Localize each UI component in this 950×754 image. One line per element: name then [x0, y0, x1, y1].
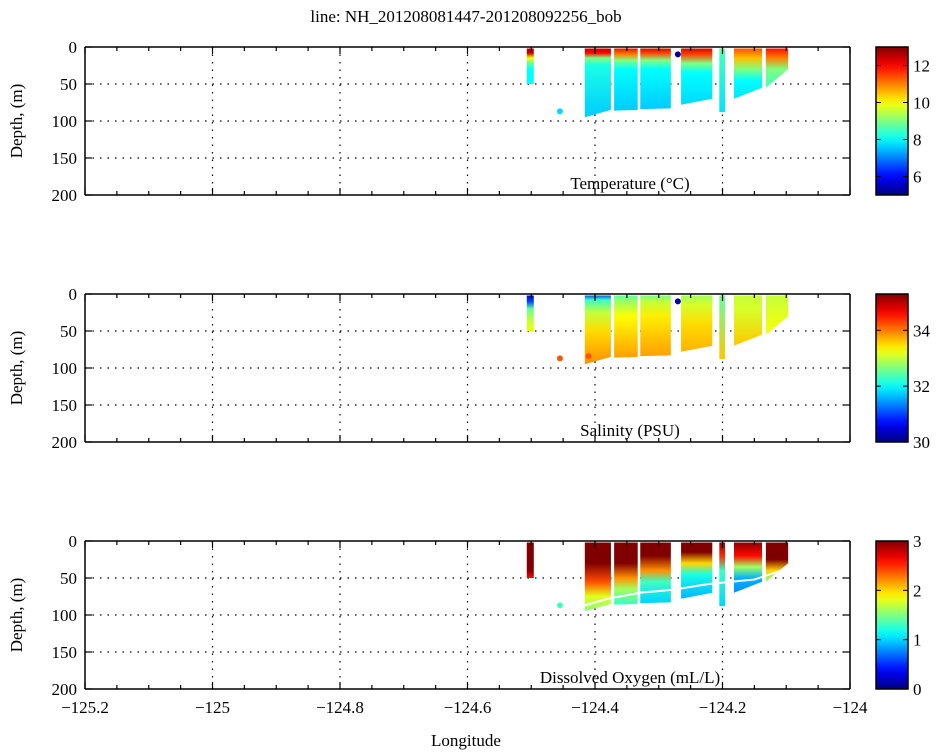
- x-tick-label: −124.8: [316, 698, 364, 717]
- colorbar-tick-label: 34: [913, 321, 931, 340]
- x-axis-label: Longitude: [431, 731, 501, 750]
- colorbar-tick-label: 1: [913, 631, 922, 650]
- data-segment: [640, 542, 671, 604]
- colorbar-tick-label: 2: [913, 581, 922, 600]
- data-segment: [526, 542, 534, 578]
- data-segment: [719, 48, 726, 113]
- data-segment: [640, 48, 671, 110]
- colorbar-tick-label: 3: [913, 532, 922, 551]
- data-segment: [584, 542, 611, 612]
- data-segment: [765, 542, 789, 582]
- y-axis-label: Depth, (m): [7, 84, 26, 159]
- x-tick-label: −124: [832, 698, 868, 717]
- colorbar-tick-label: 12: [913, 57, 930, 76]
- x-tick-label: −124.6: [444, 698, 492, 717]
- data-segment: [765, 295, 789, 335]
- colorbar-tick-label: 0: [913, 680, 922, 699]
- y-tick-label: 50: [60, 75, 77, 94]
- data-segment: [681, 48, 713, 105]
- data-segment: [733, 295, 763, 346]
- x-tick-label: −124.4: [571, 698, 619, 717]
- data-segment: [526, 295, 534, 331]
- colorbar-tick-label: 6: [913, 168, 922, 187]
- y-tick-label: 150: [52, 643, 78, 662]
- y-tick-label: 150: [52, 396, 78, 415]
- data-point: [556, 108, 563, 115]
- panel-label: Temperature (°C): [570, 174, 689, 193]
- y-tick-label: 100: [52, 112, 78, 131]
- data-segment: [681, 542, 713, 599]
- y-tick-label: 50: [60, 569, 77, 588]
- panel-label: Dissolved Oxygen (mL/L): [540, 668, 720, 687]
- colorbar-tick-label: 8: [913, 131, 922, 150]
- y-tick-label: 0: [69, 285, 78, 304]
- y-axis-label: Depth, (m): [7, 331, 26, 406]
- data-segment: [614, 48, 638, 111]
- data-point: [556, 355, 563, 362]
- data-point: [585, 353, 592, 360]
- data-segment: [733, 542, 763, 593]
- contour-line: [581, 568, 787, 608]
- y-tick-label: 100: [52, 606, 78, 625]
- y-tick-label: 200: [52, 186, 78, 205]
- data-segment: [584, 295, 611, 365]
- colorbar-tick-label: 10: [913, 94, 930, 113]
- data-segment: [719, 295, 726, 360]
- y-tick-label: 200: [52, 433, 78, 452]
- data-point: [556, 602, 563, 609]
- data-segment: [719, 542, 726, 607]
- data-segment: [765, 48, 789, 88]
- y-tick-label: 150: [52, 149, 78, 168]
- x-tick-label: −125.2: [61, 698, 109, 717]
- colorbar: [875, 46, 909, 196]
- y-tick-label: 200: [52, 680, 78, 699]
- data-point: [674, 298, 681, 305]
- data-segment: [584, 48, 611, 118]
- panel-2: 0 50 100 150 200 Depth, (m) Salinity (PSU) 30 32…: [7, 285, 931, 452]
- panel-label: Salinity (PSU): [580, 421, 680, 440]
- colorbar: [875, 540, 909, 690]
- y-tick-label: 50: [60, 322, 77, 341]
- data-segment: [614, 542, 638, 605]
- y-tick-label: 100: [52, 359, 78, 378]
- colorbar: [875, 293, 909, 443]
- panel-3: 0 50 100 150 200 Depth, (m) Dissolved Oxygen (…: [7, 532, 922, 717]
- data-segment: [640, 295, 671, 357]
- figure-title: line: NH_201208081447-201208092256_bob: [310, 7, 621, 26]
- data-point: [585, 106, 592, 113]
- data-segment: [614, 295, 638, 358]
- y-tick-label: 0: [69, 38, 78, 57]
- data-point: [674, 51, 681, 58]
- panel-1: 0 50 100 150 200 Depth, (m) Temperature (°C) 6 8…: [7, 38, 930, 205]
- y-axis-label: Depth, (m): [7, 578, 26, 653]
- y-tick-label: 0: [69, 532, 78, 551]
- colorbar-tick-label: 30: [913, 433, 930, 452]
- colorbar-tick-label: 32: [913, 377, 930, 396]
- x-tick-label: −124.2: [699, 698, 747, 717]
- data-segment: [526, 48, 534, 84]
- x-tick-label: −125: [195, 698, 230, 717]
- data-segment: [733, 48, 763, 99]
- data-segment: [681, 295, 713, 352]
